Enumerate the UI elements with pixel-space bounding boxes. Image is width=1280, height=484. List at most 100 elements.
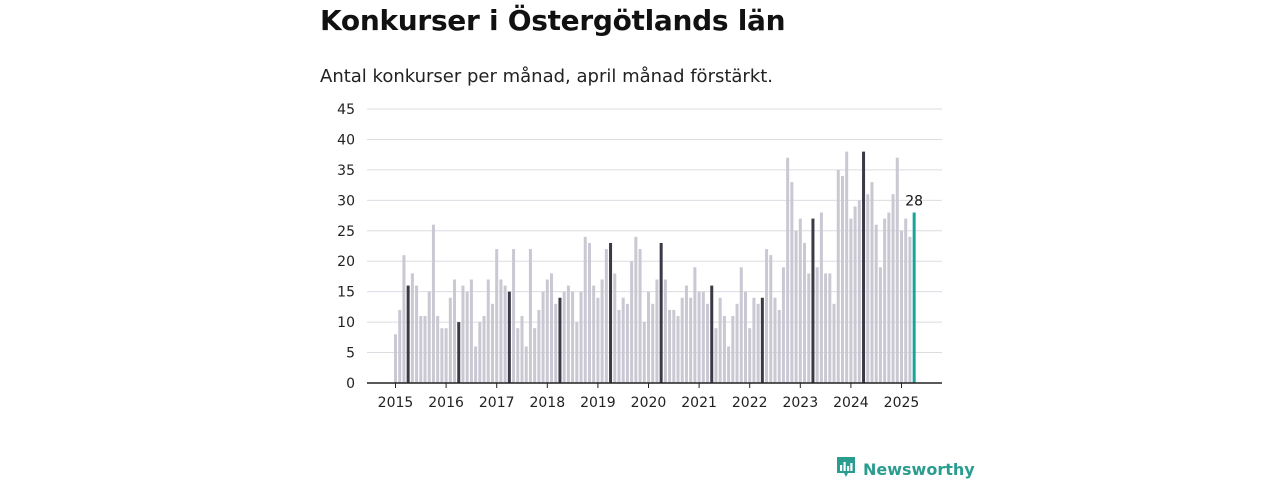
bar <box>781 267 785 383</box>
x-tick-label: 2024 <box>833 395 869 411</box>
bar <box>596 297 600 383</box>
bar <box>765 249 769 383</box>
bar <box>461 285 465 383</box>
bar <box>840 175 844 383</box>
bar <box>891 194 895 383</box>
bar <box>545 279 549 383</box>
bar <box>617 309 621 383</box>
bar <box>402 255 406 383</box>
bar <box>680 297 684 383</box>
bar <box>727 346 731 383</box>
x-tick-label: 2020 <box>631 395 667 411</box>
bar <box>457 322 461 383</box>
bar <box>507 291 511 383</box>
bar <box>722 316 726 383</box>
bar <box>743 291 747 383</box>
bar <box>731 316 735 383</box>
bar <box>453 279 457 383</box>
bar <box>524 346 528 383</box>
bar <box>490 303 494 383</box>
bar <box>537 309 541 383</box>
bar <box>415 285 419 383</box>
y-tick-label: 35 <box>337 163 355 179</box>
y-tick-label: 30 <box>337 193 355 209</box>
bar <box>621 297 625 383</box>
bar <box>845 151 849 383</box>
bar <box>630 261 634 383</box>
bar <box>516 328 520 383</box>
bar <box>541 291 545 383</box>
bar <box>895 157 899 383</box>
bar <box>828 273 832 383</box>
bar <box>600 279 604 383</box>
bar <box>815 267 819 383</box>
bar <box>562 291 566 383</box>
bar <box>406 285 410 383</box>
bar <box>583 236 587 383</box>
bar <box>710 285 714 383</box>
bar <box>697 291 701 383</box>
bar <box>579 291 583 383</box>
bar <box>807 273 811 383</box>
y-tick-label: 0 <box>346 376 355 392</box>
bar <box>794 230 798 383</box>
bar <box>410 273 414 383</box>
bar <box>912 212 916 383</box>
bar <box>499 279 503 383</box>
bar <box>427 291 431 383</box>
bar <box>887 212 891 383</box>
bar <box>398 309 402 383</box>
bar <box>647 291 650 383</box>
chart-title: Konkurser i Östergötlands län <box>320 4 786 37</box>
bar <box>672 309 676 383</box>
bar <box>613 273 617 383</box>
bar <box>883 218 887 383</box>
bar <box>739 267 743 383</box>
bar <box>436 316 440 383</box>
bar <box>874 224 878 383</box>
bar <box>558 297 562 383</box>
y-tick-label: 5 <box>346 346 355 362</box>
x-tick-label: 2023 <box>782 395 818 411</box>
x-tick-label: 2021 <box>681 395 717 411</box>
bar <box>512 249 516 383</box>
bar <box>668 309 672 383</box>
x-tick-label: 2017 <box>479 395 515 411</box>
y-axis-ticks: 0 5 10 15 20 25 30 35 40 45 <box>337 102 355 392</box>
bar <box>394 334 397 383</box>
bar <box>444 328 448 383</box>
brand-logo[interactable]: Newsworthy <box>835 455 975 484</box>
bar <box>693 267 697 383</box>
bar <box>798 218 802 383</box>
bar <box>714 328 718 383</box>
bar <box>482 316 486 383</box>
x-tick-label: 2019 <box>580 395 616 411</box>
bar <box>609 242 613 383</box>
bar <box>634 236 638 383</box>
bar <box>790 182 794 383</box>
bar <box>676 316 680 383</box>
bar <box>786 157 790 383</box>
bar <box>448 297 452 383</box>
bar <box>756 303 760 383</box>
bar <box>625 303 629 383</box>
bar <box>904 218 908 383</box>
bar <box>486 279 490 383</box>
bar <box>862 151 866 383</box>
bar <box>857 200 861 383</box>
bar <box>777 309 781 383</box>
bar <box>419 316 423 383</box>
y-tick-label: 40 <box>337 132 355 148</box>
bar <box>748 328 752 383</box>
bar <box>773 297 777 383</box>
x-axis-ticks: 2015 2016 2017 2018 2019 2020 2021 2022 2023 2024… <box>378 383 919 411</box>
bar <box>520 316 524 383</box>
bar <box>587 242 591 383</box>
x-tick-label: 2016 <box>428 395 464 411</box>
bar <box>900 230 903 383</box>
x-tick-label: 2015 <box>378 395 414 411</box>
bar <box>836 169 840 383</box>
y-tick-label: 10 <box>337 315 355 331</box>
bar <box>718 297 722 383</box>
